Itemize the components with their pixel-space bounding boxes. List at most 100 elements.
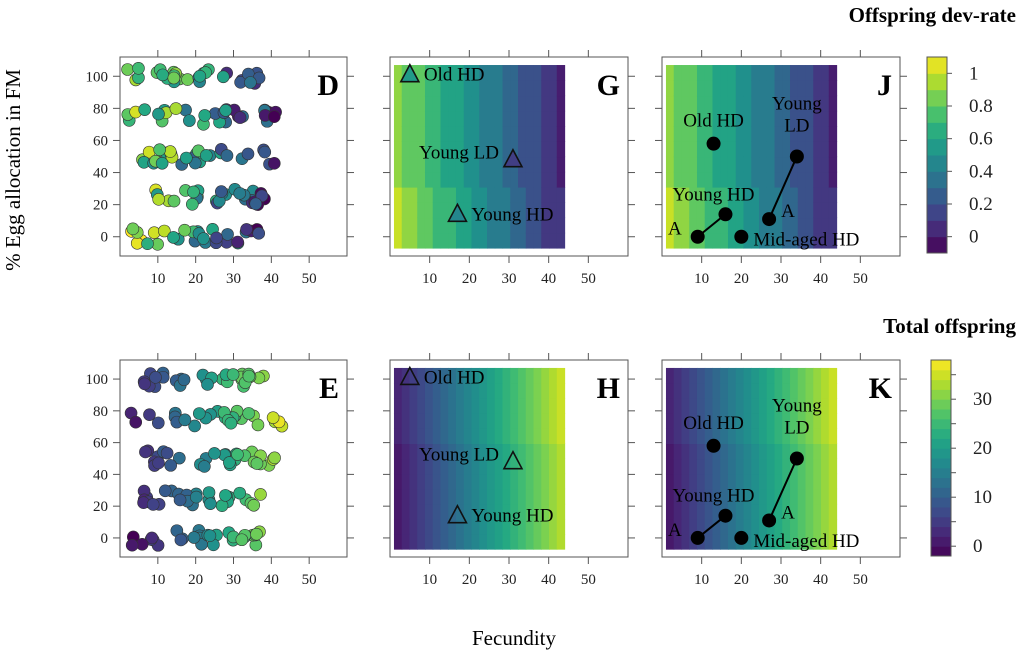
heatmap-cell <box>432 202 442 219</box>
heatmap-cell <box>424 110 434 127</box>
heatmap-cell <box>665 141 675 158</box>
heatmap-cell <box>735 95 745 112</box>
heatmap-cell <box>518 413 527 429</box>
heatmap-cell <box>813 126 822 142</box>
colorbar-bin <box>927 204 947 221</box>
heatmap-cell <box>696 141 706 158</box>
heatmap-cell <box>393 398 403 414</box>
heatmap-cell <box>727 156 737 173</box>
heatmap-cell <box>774 533 783 550</box>
heatmap-cell <box>487 428 496 445</box>
heatmap-cell <box>556 533 566 550</box>
heatmap-cell <box>448 186 457 203</box>
heatmap-cell <box>549 202 558 219</box>
heatmap-cell <box>673 65 683 81</box>
heatmap-cell <box>821 156 830 173</box>
heatmap-cell <box>401 186 411 203</box>
heatmap-cell <box>494 458 504 475</box>
heatmap-cell <box>821 413 830 429</box>
heatmap-cell <box>533 186 542 203</box>
heatmap-cell <box>502 383 511 399</box>
heatmap-cell <box>782 80 791 97</box>
heatmap-cell <box>673 171 683 188</box>
heatmap-cell <box>424 65 434 81</box>
heatmap-cell <box>424 171 434 188</box>
heatmap-cell <box>393 171 403 188</box>
heatmap-cell <box>727 428 737 445</box>
heatmap-cell <box>805 458 814 475</box>
heatmap-cell <box>805 110 814 127</box>
heatmap-cell <box>813 428 822 445</box>
heatmap-cell <box>556 398 566 414</box>
heatmap-cell <box>487 458 496 475</box>
data-point <box>187 531 201 544</box>
heatmap-cell <box>487 171 496 188</box>
heatmap-cell <box>424 217 434 234</box>
heatmap-cell <box>533 533 542 550</box>
heatmap-cell <box>533 428 542 445</box>
heatmap-cell <box>549 428 558 445</box>
heatmap-cell <box>727 488 737 505</box>
heatmap-cell <box>681 110 690 127</box>
heatmap-cell <box>681 141 690 158</box>
heatmap-cell <box>727 186 737 203</box>
heatmap-cell <box>471 171 480 188</box>
heatmap-cell <box>828 156 838 173</box>
heatmap-cell <box>432 413 442 429</box>
heatmap-cell <box>689 518 698 535</box>
heatmap-cell <box>759 428 768 445</box>
heatmap-cell <box>440 232 449 249</box>
heatmap-cell <box>518 473 527 490</box>
data-point <box>267 110 281 123</box>
heatmap-cell <box>417 518 426 535</box>
heatmap-cell <box>432 533 442 550</box>
data-point <box>177 373 191 387</box>
heatmap-cell <box>440 533 449 550</box>
heatmap-cell <box>525 126 535 142</box>
heatmap-cell <box>448 65 457 81</box>
heatmap-cell <box>751 398 760 414</box>
triangle-marker <box>399 62 421 83</box>
heatmap-cell <box>471 156 480 173</box>
heatmap-cell <box>549 367 558 384</box>
heatmap-cell <box>766 171 776 188</box>
heatmap-cell <box>828 533 838 550</box>
data-point <box>233 187 247 200</box>
data-point <box>241 147 255 161</box>
heatmap-cell <box>828 413 838 429</box>
heatmap-cell <box>782 126 791 142</box>
heatmap-cell <box>556 156 566 173</box>
heatmap-cell <box>735 518 745 535</box>
heatmap-cell <box>673 141 683 158</box>
heatmap-cell <box>525 413 535 429</box>
heatmap-cell <box>797 443 807 460</box>
heatmap-cell <box>417 367 426 384</box>
heatmap-cell <box>471 126 480 142</box>
heatmap-cell <box>556 473 566 490</box>
heatmap-cell <box>704 367 714 384</box>
heatmap-cell <box>813 65 822 81</box>
x-tick-label: 30 <box>502 572 517 588</box>
heatmap-cell <box>813 202 822 219</box>
heatmap-cell <box>471 80 480 97</box>
heatmap-cell <box>712 186 721 203</box>
data-point <box>193 69 207 83</box>
heatmap-cell <box>689 65 698 81</box>
heatmap-cell <box>727 458 737 475</box>
heatmap-cell <box>751 217 760 234</box>
heatmap-cell <box>448 473 457 490</box>
heatmap-cell <box>704 533 714 550</box>
heatmap-cell <box>727 232 737 249</box>
heatmap-cell <box>448 202 457 219</box>
heatmap-cell <box>797 473 807 490</box>
heatmap-cell <box>790 518 799 535</box>
heatmap-cell <box>828 503 838 520</box>
heatmap-cell <box>766 503 776 520</box>
heatmap-cell <box>471 518 480 535</box>
heatmap-cell <box>821 503 830 520</box>
marker-label: Old HD <box>424 367 485 388</box>
data-point <box>151 416 165 430</box>
heatmap-cell <box>828 458 838 475</box>
heatmap-cell <box>487 533 496 550</box>
heatmap-cell <box>821 383 830 399</box>
